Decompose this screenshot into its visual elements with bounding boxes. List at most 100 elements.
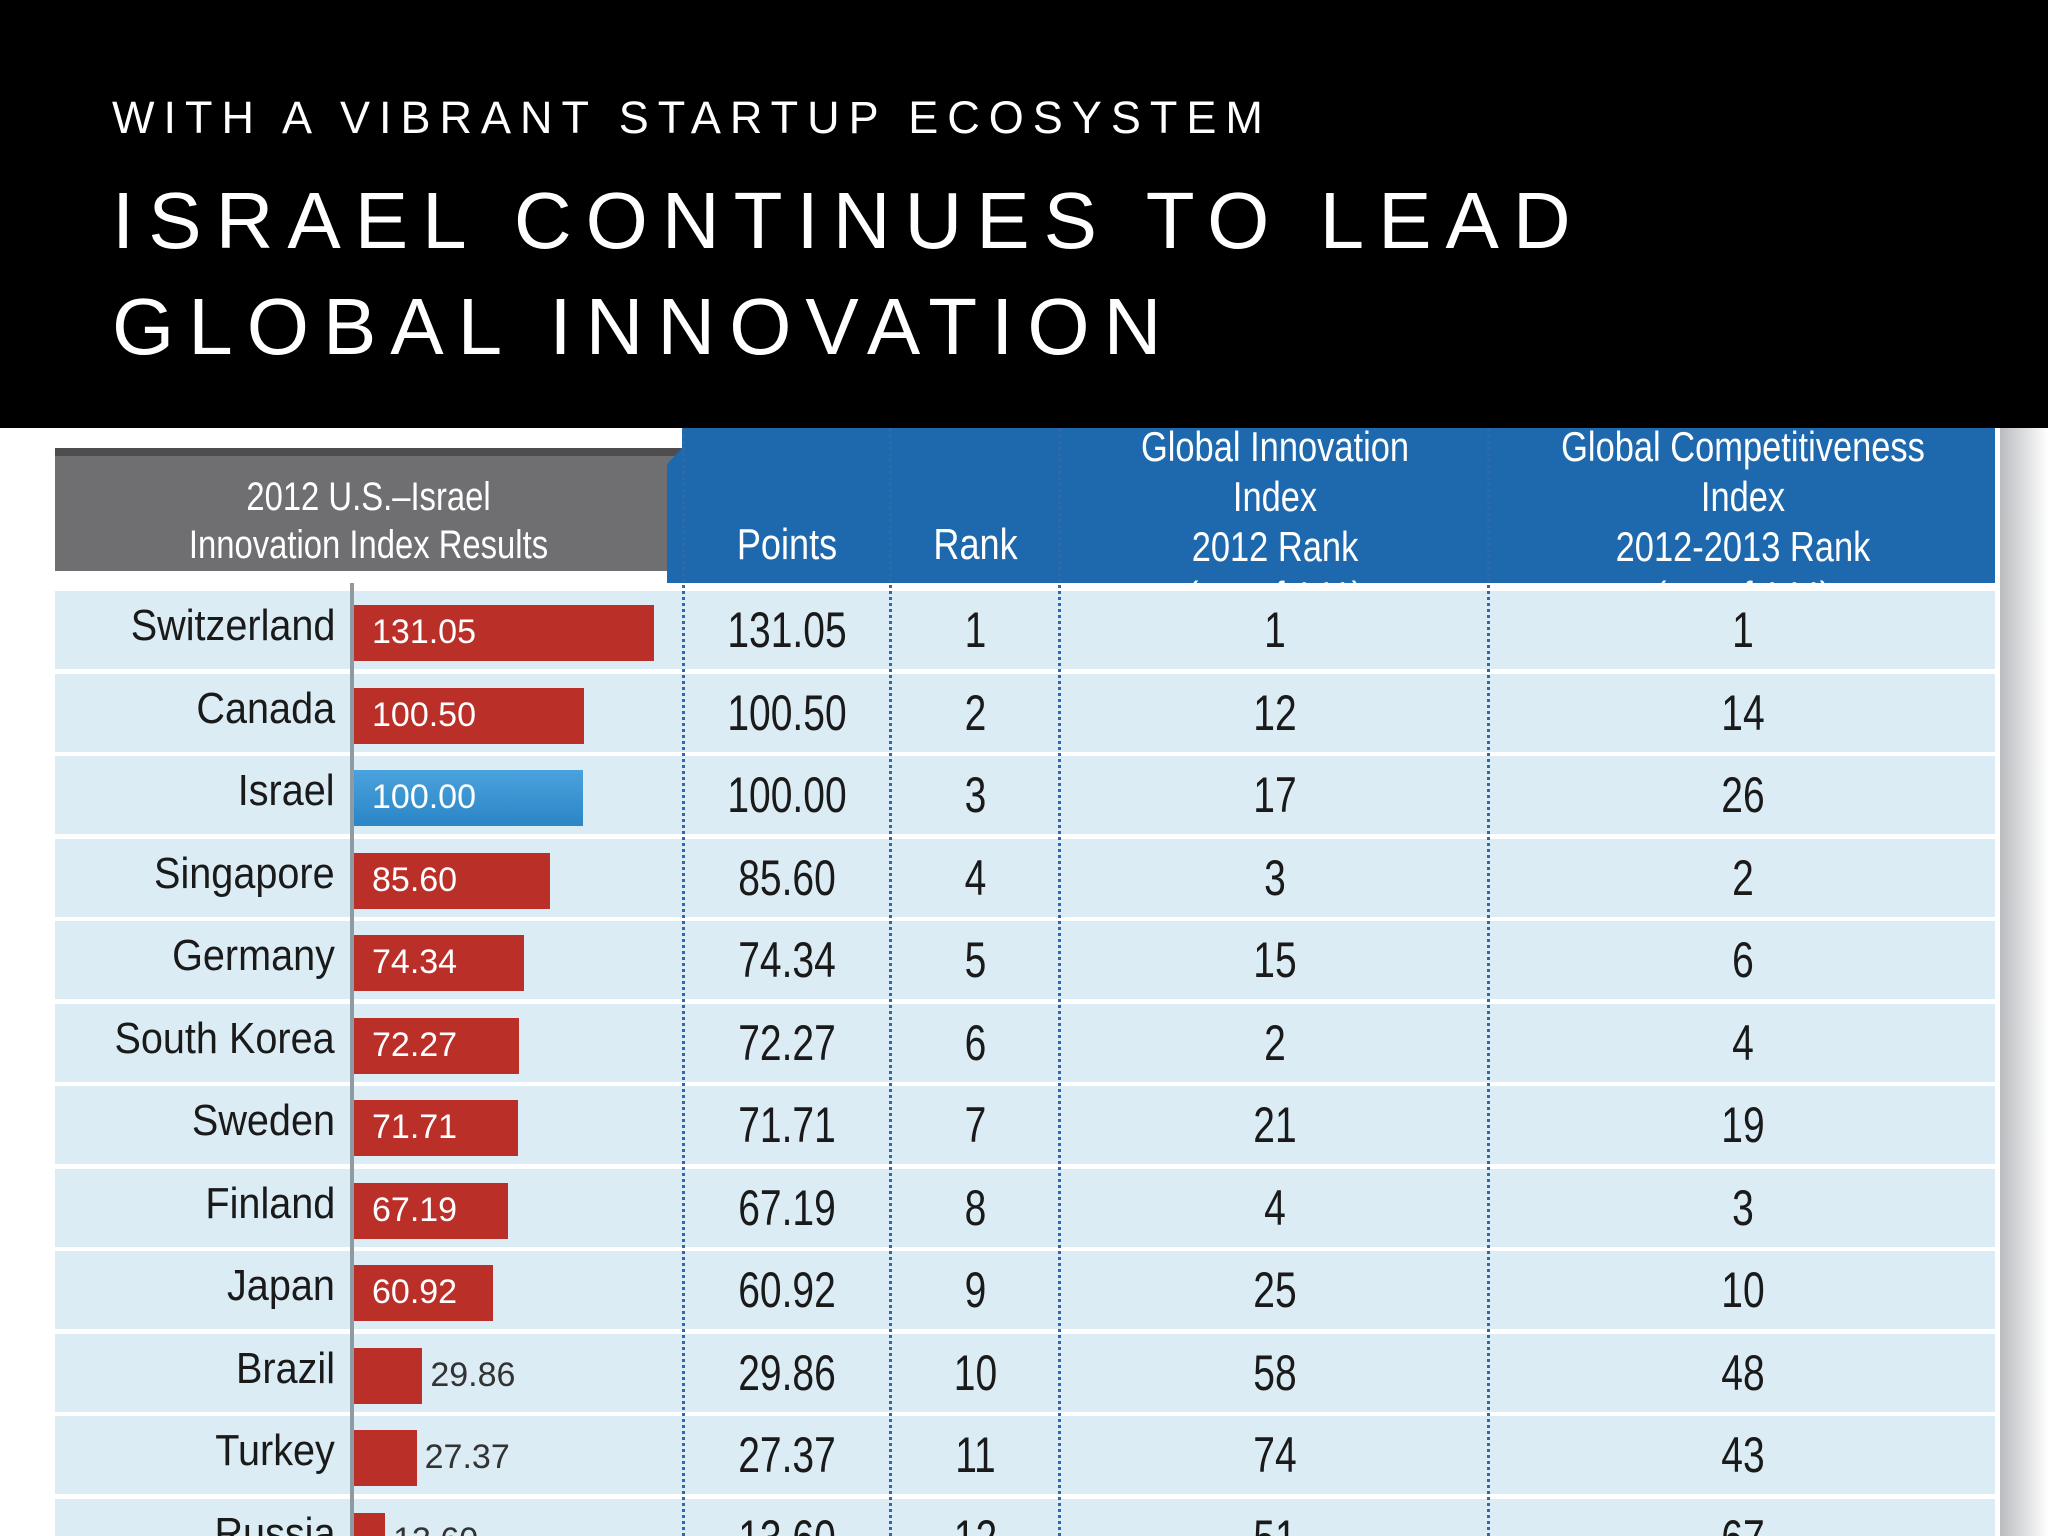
points-cell: 85.60 (738, 849, 836, 906)
bar-south-korea (354, 1017, 520, 1074)
country-name: Israel (238, 766, 335, 815)
points-cell: 131.05 (727, 602, 847, 658)
table-row: Israel 100.00 100.00 3 17 26 (55, 756, 1995, 838)
innovation-index-table: 2012 U.S.–Israel Innovation Index Results… (0, 428, 2048, 1536)
row-separator (55, 669, 1995, 673)
points-cell: 100.00 (727, 767, 847, 823)
column-divider (1058, 428, 1061, 1536)
country-name: Germany (172, 931, 335, 980)
bar-israel (354, 770, 583, 826)
country-cell (55, 1168, 352, 1247)
bar-axis-line (350, 583, 354, 1536)
row-separator (55, 1329, 1995, 1333)
table-row: South Korea 72.27 72.27 6 2 4 (55, 1003, 1995, 1086)
gci-rank-cell: 2 (1732, 849, 1754, 906)
row-separator (55, 1164, 1995, 1168)
country-name: Japan (227, 1261, 335, 1310)
gci-rank-cell: 10 (1721, 1262, 1765, 1318)
country-cell (55, 1003, 352, 1082)
table-row: Japan 60.92 60.92 9 25 10 (55, 1251, 1995, 1333)
table-row: Finland 67.19 67.19 8 4 3 (55, 1168, 1995, 1251)
gci-rank-cell: 19 (1721, 1097, 1765, 1153)
rank-cell: 3 (964, 767, 987, 823)
country-name: Sweden (191, 1096, 335, 1145)
country-name: Switzerland (130, 601, 335, 650)
row-separator (55, 916, 1995, 921)
table-body: 2012 U.S.–Israel Innovation Index Results… (55, 428, 1995, 1536)
bar-sweden (354, 1100, 519, 1156)
country-cell (55, 1333, 352, 1412)
column-divider (682, 428, 685, 1536)
country-cell (55, 1498, 352, 1536)
bar-russia (354, 1512, 386, 1536)
rank-cell: 2 (964, 684, 987, 741)
gci-rank-cell: 1 (1732, 602, 1754, 658)
country-name: Brazil (235, 1343, 335, 1393)
bar-value-label: 60.92 (372, 1273, 458, 1311)
bar-value-label: 100.50 (372, 695, 476, 734)
points-cell: 67.19 (738, 1179, 836, 1236)
gii-rank-cell: 15 (1253, 932, 1297, 988)
bar-brazil (354, 1347, 423, 1404)
rank-cell: 1 (964, 602, 987, 658)
country-cell (55, 756, 352, 834)
bar-value-label: 27.37 (424, 1438, 510, 1476)
country-name: Russia (213, 1508, 335, 1536)
country-cell (55, 921, 352, 999)
rank-cell: 12 (910, 1509, 1040, 1536)
rank-cell: 9 (964, 1262, 987, 1318)
bar-value-label: 67.19 (372, 1190, 458, 1229)
rank-cell: 10 (953, 1344, 998, 1401)
bar-finland (354, 1182, 508, 1239)
column-divider (889, 428, 892, 1536)
country-cell (55, 1416, 352, 1494)
index-header-bg (55, 448, 682, 571)
gii-rank-cell: 1 (1264, 602, 1286, 658)
country-name: Singapore (154, 848, 335, 898)
header-points: Points (736, 520, 838, 569)
row-separator (55, 1246, 1995, 1251)
rank-cell: 6 (964, 1014, 987, 1071)
country-cell (55, 673, 352, 752)
table-row: Russia 13.60 13.60 12 51 67 (55, 1498, 1995, 1536)
bar-germany (354, 935, 525, 991)
rank-cell: 7 (964, 1097, 987, 1153)
table-row: Sweden 71.71 71.71 7 21 19 (55, 1086, 1995, 1168)
table-row: Singapore 85.60 85.60 4 3 2 (55, 838, 1995, 921)
points-cell: 71.71 (738, 1097, 836, 1153)
gci-rank-cell: 14 (1721, 684, 1765, 741)
gii-rank-cell: 58 (1253, 1344, 1297, 1401)
column-divider (1487, 428, 1490, 1536)
row-separator (55, 1081, 1995, 1086)
bar-japan (354, 1265, 494, 1321)
gii-rank-cell: 2 (1264, 1014, 1286, 1071)
title-band: WITH A VIBRANT STARTUP ECOSYSTEM ISRAEL … (0, 0, 2048, 428)
gci-rank-cell: 48 (1721, 1344, 1765, 1401)
rank-cell: 8 (964, 1179, 987, 1236)
rank-cell: 11 (955, 1427, 996, 1483)
bar-turkey (354, 1430, 417, 1486)
gii-rank-cell: 51 (1107, 1509, 1444, 1536)
country-cell (55, 838, 352, 917)
table-row: Brazil 29.86 29.86 10 58 48 (55, 1333, 1995, 1416)
points-cell: 100.50 (727, 684, 847, 741)
table-row: Germany 74.34 74.34 5 15 6 (55, 921, 1995, 1003)
figure-shadow (2000, 428, 2048, 1536)
bar-canada (354, 687, 585, 744)
bar-value-label: 100.00 (372, 778, 476, 816)
header-rank: Rank (933, 520, 1018, 569)
points-cell: 27.37 (738, 1427, 836, 1483)
bar-value-label: 85.60 (372, 860, 458, 899)
gci-rank-cell: 4 (1732, 1014, 1754, 1071)
row-separator (55, 1494, 1995, 1498)
bar-value-label: 72.27 (372, 1025, 458, 1064)
gii-rank-cell: 17 (1253, 767, 1297, 823)
slide-subtitle: WITH A VIBRANT STARTUP ECOSYSTEM (112, 92, 1272, 143)
row-separator (55, 999, 1995, 1003)
bar-value-label: 74.34 (372, 943, 458, 981)
gii-rank-cell: 4 (1264, 1179, 1286, 1236)
gci-rank-cell: 3 (1732, 1179, 1754, 1236)
points-cell: 29.86 (738, 1344, 836, 1401)
country-name: South Korea (114, 1013, 335, 1063)
slide-title: ISRAEL CONTINUES TO LEAD GLOBAL INNOVATI… (112, 176, 1585, 371)
